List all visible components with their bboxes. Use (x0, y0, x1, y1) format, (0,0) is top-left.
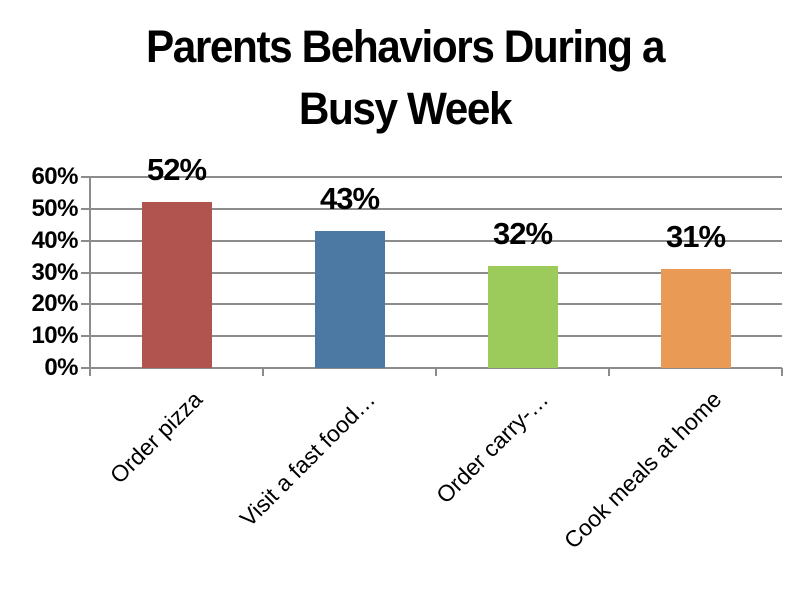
y-axis-tick-label: 10% (31, 322, 78, 350)
chart-title-line-1: Parents Behaviors During a (145, 21, 666, 72)
y-axis-tick-label: 40% (31, 226, 78, 254)
bar-data-label-1: 52% (146, 152, 207, 188)
bar-3 (487, 266, 558, 368)
y-axis-tick-label: 30% (31, 258, 78, 286)
bar-data-label-4: 31% (665, 219, 726, 255)
gridline-10 (81, 335, 782, 338)
y-axis-tick-label: 20% (31, 290, 78, 318)
gridline-0 (81, 367, 782, 369)
x-axis-tick (435, 368, 437, 376)
y-axis-line (89, 177, 91, 376)
x-category-label-2: Visit a fast food… (234, 386, 380, 532)
x-axis-tick (89, 368, 91, 376)
x-category-label-1: Order pizza (104, 386, 207, 489)
bar-data-label-3: 32% (492, 216, 553, 252)
chart-title-line-2: Busy Week (298, 83, 513, 134)
x-axis-tick (608, 368, 610, 376)
x-category-label-4: Cook meals at home (558, 386, 726, 554)
y-axis-tick-label: 0% (44, 354, 78, 381)
y-axis-tick-label: 60% (31, 163, 78, 190)
bar-1 (141, 202, 212, 368)
gridline-30 (81, 271, 782, 274)
x-category-label-3: Order carry-… (430, 386, 553, 509)
x-axis-tick (262, 368, 264, 376)
chart-title: Parents Behaviors During a Busy Week (24, 16, 785, 140)
gridline-40 (81, 239, 782, 242)
y-axis-tick-label: 50% (31, 194, 78, 222)
gridline-20 (81, 303, 782, 306)
x-axis-tick (781, 368, 783, 376)
gridline-60 (81, 176, 782, 178)
bar-4 (660, 269, 731, 368)
bar-data-label-2: 43% (319, 181, 380, 217)
bar-2 (314, 231, 385, 368)
gridline-50 (81, 207, 782, 210)
